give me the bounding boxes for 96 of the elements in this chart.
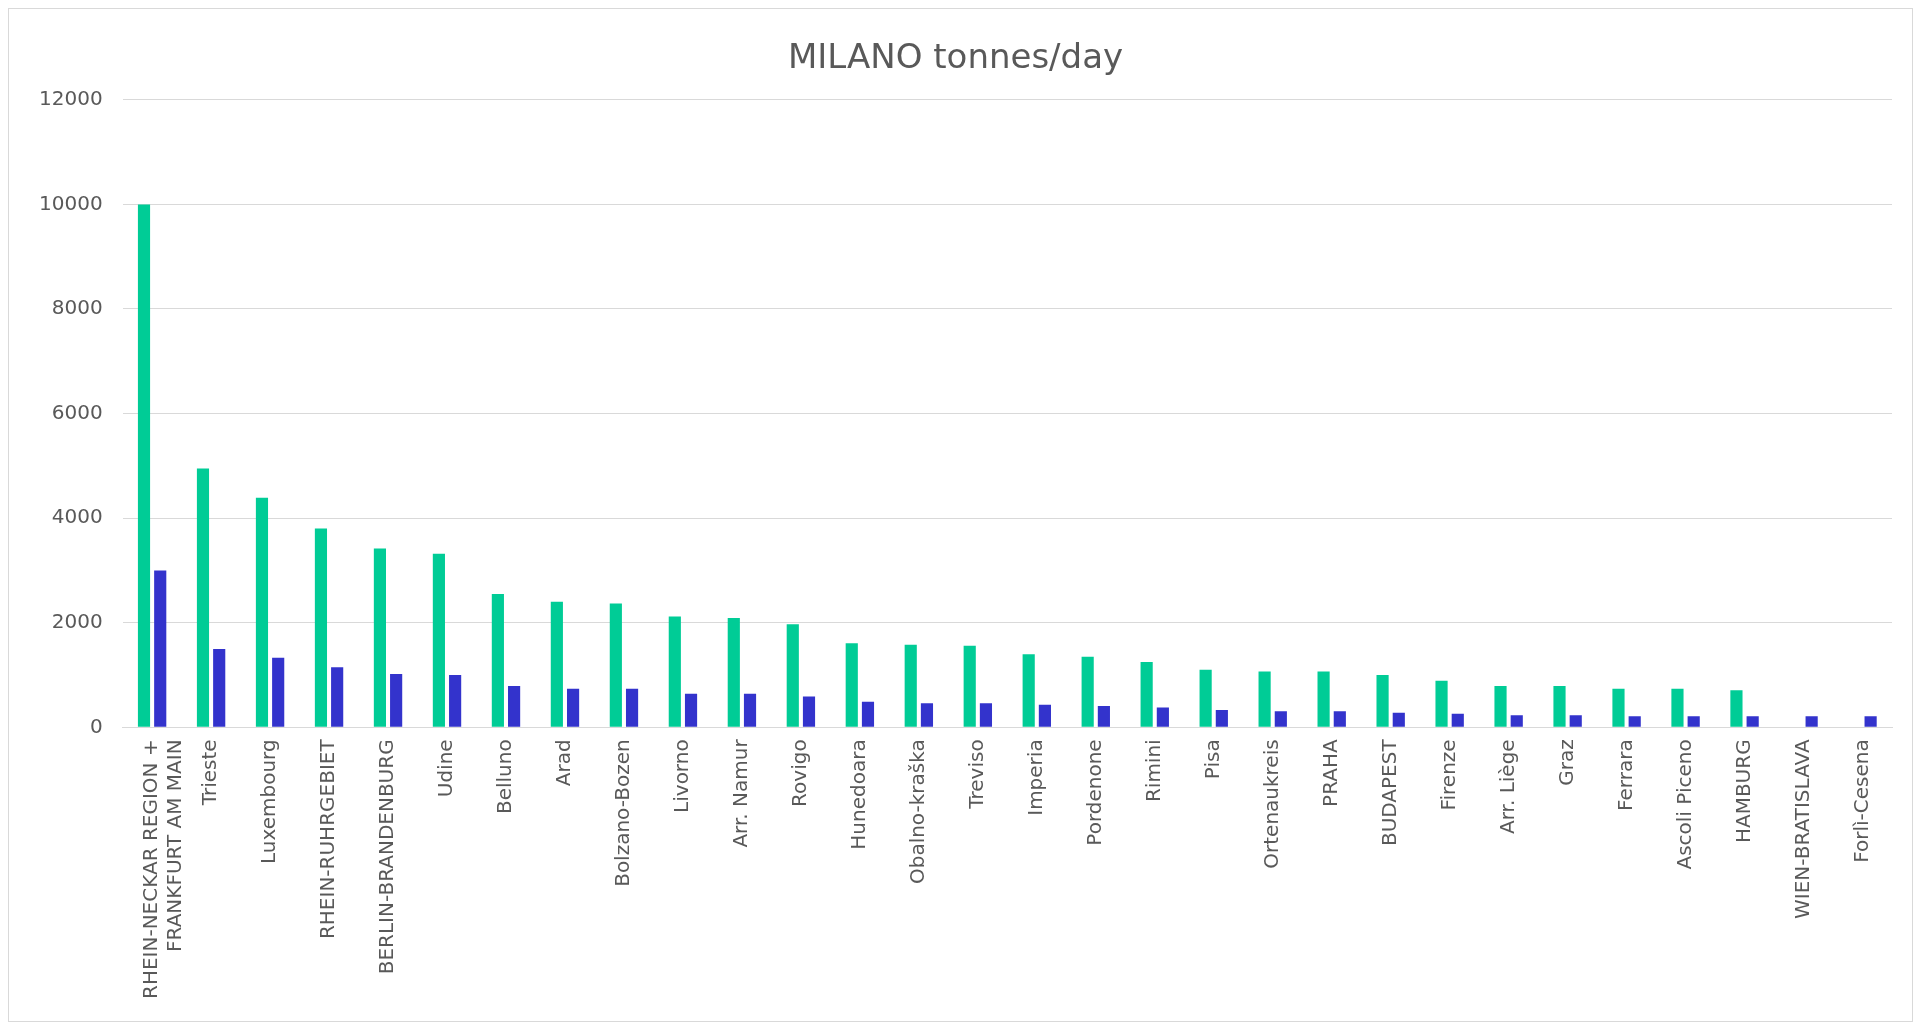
- x-tick-label: Rimini: [1140, 739, 1165, 803]
- x-tick-label: Pordenone: [1081, 739, 1106, 846]
- y-tick-label: 6000: [51, 399, 103, 424]
- bar: [314, 528, 328, 727]
- bar: [1687, 716, 1700, 727]
- bar: [1746, 716, 1759, 727]
- x-tick-label: Imperia: [1023, 739, 1047, 816]
- x-tick-label: Trieste: [197, 739, 222, 807]
- bar: [1333, 711, 1346, 727]
- x-tick-label: Belluno: [492, 739, 517, 815]
- x-tick-label: Bolzano-Bozen: [610, 739, 635, 887]
- bar: [904, 644, 917, 727]
- bar: [1569, 715, 1582, 727]
- bar: [1805, 716, 1818, 727]
- x-tick-label: WIEN-BRATISLAVA: [1789, 739, 1814, 919]
- x-tick-label: Ortenaukreis: [1258, 739, 1283, 869]
- bar: [625, 688, 639, 727]
- x-tick-label: Graz: [1553, 739, 1578, 786]
- x-tick-label: RHEIN-NECKAR REGION + FRANKFURT AM MAIN: [138, 739, 187, 1000]
- bar: [1730, 690, 1743, 727]
- bar: [920, 703, 934, 727]
- bar: [963, 645, 976, 727]
- x-tick-label: PRAHA: [1317, 739, 1342, 807]
- bar: [1081, 656, 1094, 727]
- bar: [1612, 688, 1625, 727]
- y-tick-label: 12000: [39, 86, 103, 110]
- bar: [1435, 680, 1448, 727]
- x-tick-label: Arr. Liège: [1494, 739, 1519, 835]
- bar: [1628, 716, 1641, 727]
- bar: [1258, 671, 1271, 727]
- bar: [449, 675, 462, 727]
- bar: [861, 701, 875, 727]
- y-tick-label: 10000: [39, 190, 103, 215]
- x-tick-label: BERLIN-BRANDENBURG: [374, 739, 399, 975]
- bar: [727, 618, 740, 727]
- bar: [609, 603, 622, 727]
- x-tick-label: HAMBURG: [1730, 739, 1755, 844]
- bar: [154, 570, 167, 727]
- bar: [137, 204, 151, 727]
- y-tick-label: 2000: [51, 608, 103, 633]
- bar: [1376, 675, 1389, 727]
- x-tick-label: Ascoli Piceno: [1671, 739, 1696, 870]
- bar: [1671, 688, 1684, 727]
- bar: [272, 657, 285, 727]
- bar: [668, 616, 681, 727]
- bar: [1494, 686, 1507, 727]
- x-tick-label: Treviso: [964, 739, 989, 810]
- x-tick-label: Pisa: [1199, 739, 1224, 780]
- x-tick-label: Hunedoara: [846, 739, 871, 850]
- x-tick-label: Firenze: [1435, 739, 1460, 811]
- bar: [743, 693, 757, 727]
- x-tick-label: RHEIN-RUHRGEBIET: [315, 738, 340, 940]
- bar: [1038, 704, 1051, 727]
- x-tick-label: Luxembourg: [256, 739, 281, 864]
- x-tick-label: Obalno-kraška: [905, 739, 930, 885]
- bar: [432, 553, 445, 727]
- bar: [550, 601, 563, 727]
- bar: [567, 688, 580, 727]
- chart-title: MILANO tonnes/day: [787, 36, 1124, 77]
- x-tick-label: Rovigo: [787, 739, 812, 807]
- x-tick-label: Forlì-Cesena: [1848, 739, 1873, 863]
- bar: [684, 693, 698, 727]
- bar: [1451, 713, 1464, 727]
- x-tick-label: Udine: [433, 739, 458, 798]
- bar: [1199, 669, 1212, 727]
- bar: [331, 667, 344, 727]
- bar: [508, 686, 521, 727]
- x-tick-label: BUDAPEST: [1376, 738, 1401, 847]
- x-tick-label: Livorno: [669, 739, 694, 813]
- bar: [1317, 671, 1330, 727]
- bar: [1510, 715, 1523, 727]
- bar: [979, 703, 993, 727]
- y-tick-label: 4000: [51, 504, 103, 529]
- bar: [373, 548, 386, 727]
- bar: [786, 624, 799, 727]
- bar: [1864, 716, 1877, 727]
- bar: [1140, 661, 1153, 727]
- bar: [1392, 712, 1405, 727]
- bar: [213, 648, 226, 727]
- bar: [390, 674, 403, 727]
- bar: [1097, 705, 1110, 727]
- bar: [1156, 707, 1169, 727]
- x-tick-label: Arr. Namur: [728, 738, 753, 848]
- y-tick-label: 8000: [51, 295, 103, 320]
- bar: [802, 696, 816, 727]
- x-tick-label: Arad: [551, 739, 576, 787]
- bar: [491, 593, 504, 727]
- bar: [1022, 654, 1035, 727]
- bar: [1553, 686, 1566, 727]
- bar: [255, 497, 269, 727]
- bar: [1215, 710, 1228, 727]
- bar: [845, 643, 858, 727]
- x-tick-label: Ferrara: [1612, 739, 1637, 811]
- y-tick-label: 0: [89, 713, 103, 738]
- bar: [196, 468, 210, 727]
- bar: [1274, 711, 1287, 727]
